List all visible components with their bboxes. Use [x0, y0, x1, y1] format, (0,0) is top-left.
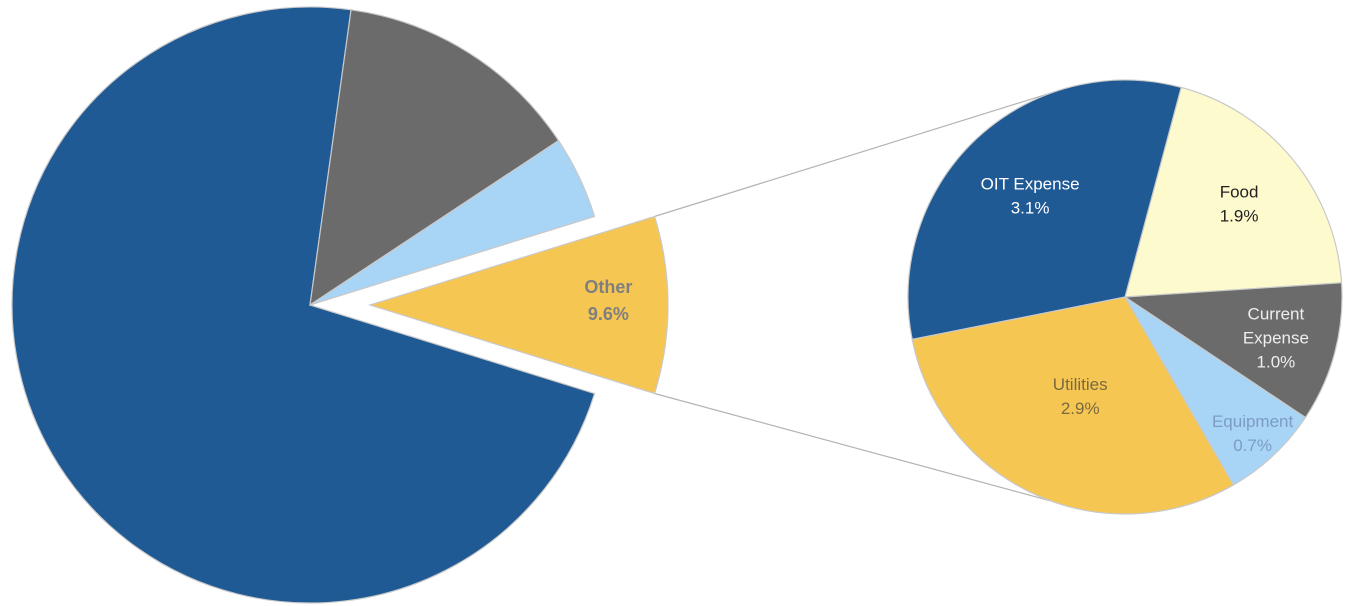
sub-label-food-value: 1.9% [1220, 206, 1259, 225]
main-slice-1 [11, 6, 596, 604]
connector-lines [654, 86, 1069, 502]
main-label-other-value: 9.6% [588, 304, 629, 324]
main-label-other-name: Other [584, 277, 632, 297]
connector-line-bottom [654, 392, 1051, 502]
sub-label-oit-expense-value: 3.1% [1011, 199, 1050, 218]
sub-label-utilities-name: Utilities [1053, 375, 1108, 394]
main-slice-3 [309, 139, 596, 306]
breakdown-pie [907, 79, 1343, 515]
connector-line-top [654, 86, 1069, 218]
sub-label-oit-expense-name: OIT Expense [981, 175, 1080, 194]
sub-slice-oit-expense [907, 79, 1182, 341]
main-slice-other [367, 215, 669, 395]
sub-label-food-name: Food [1220, 182, 1259, 201]
sub-slice-utilities [911, 296, 1235, 515]
sub-label-utilities-value: 2.9% [1061, 399, 1100, 418]
sub-label-equipment-name: Equipment [1212, 412, 1294, 431]
main-pie [11, 6, 669, 604]
sub-label-equipment-value: 0.7% [1233, 436, 1272, 455]
sub-slice-equipment [1124, 296, 1307, 486]
main-slice-2 [309, 9, 560, 307]
sub-label-current-expense-value: 1.0% [1257, 352, 1296, 371]
sub-label-current-expense-name: Expense [1243, 328, 1309, 347]
sub-slice-food [1124, 86, 1343, 298]
data-labels: Other 9.6% Food 1.9% Current Expense 1.0% Equip… [584, 175, 1309, 456]
sub-label-current-expense-name: Current [1248, 304, 1305, 323]
sub-slice-current-expense [1123, 282, 1343, 419]
